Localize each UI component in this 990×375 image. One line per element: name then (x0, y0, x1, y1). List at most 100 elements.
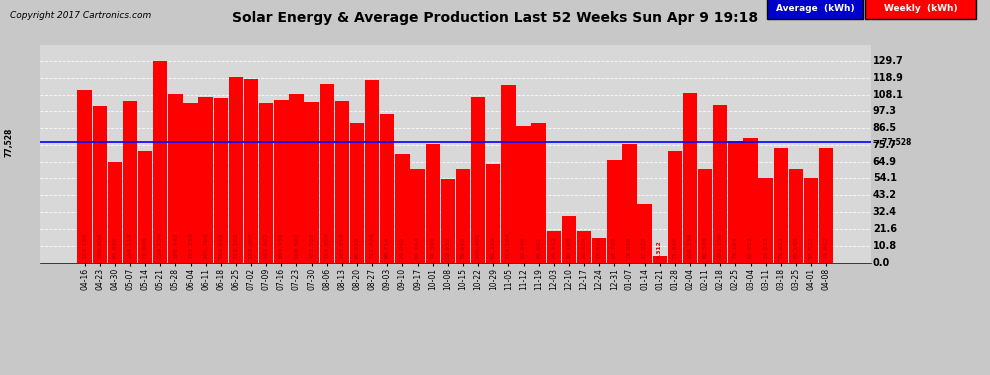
Text: 76.394: 76.394 (431, 236, 436, 259)
Text: 129.734: 129.734 (157, 232, 162, 259)
Bar (501, 85, 516, 262)
Text: 4.312: 4.312 (657, 240, 662, 259)
Text: 89.902: 89.902 (537, 236, 542, 259)
Text: 114.184: 114.184 (506, 232, 511, 259)
Bar (274, 100, 288, 262)
Text: 73.652: 73.652 (824, 236, 829, 259)
Text: 80.452: 80.452 (748, 236, 753, 259)
Text: Weekly  (kWh): Weekly (kWh) (883, 4, 957, 13)
Bar (743, 138, 757, 262)
Text: 108.502: 108.502 (294, 232, 299, 259)
Text: 101.150: 101.150 (718, 232, 723, 259)
Text: 118.098: 118.098 (248, 232, 253, 259)
Bar (729, 141, 742, 262)
Text: 106.402: 106.402 (475, 232, 480, 259)
Text: 20.502: 20.502 (551, 236, 556, 259)
Text: 65.708: 65.708 (612, 236, 617, 259)
Text: 60.168: 60.168 (793, 236, 799, 259)
Bar (153, 61, 167, 262)
Bar (804, 178, 819, 262)
Text: 15.610: 15.610 (597, 236, 602, 259)
Text: Copyright 2017 Cartronics.com: Copyright 2017 Cartronics.com (10, 11, 151, 20)
Bar (577, 231, 591, 262)
Bar (411, 169, 425, 262)
Text: 118.9: 118.9 (873, 73, 904, 83)
Text: 104.456: 104.456 (279, 232, 284, 259)
Bar (77, 90, 92, 262)
Bar (652, 256, 667, 262)
Text: 103.815: 103.815 (340, 232, 345, 259)
Text: 21.6: 21.6 (873, 224, 897, 234)
Text: 20.424: 20.424 (581, 236, 586, 259)
Bar (623, 144, 637, 262)
Text: 70.040: 70.040 (400, 236, 405, 259)
Text: 103.506: 103.506 (309, 232, 314, 259)
Bar (546, 231, 561, 262)
Bar (698, 169, 713, 262)
Text: 54.532: 54.532 (763, 236, 768, 259)
Text: 110.790: 110.790 (82, 232, 87, 259)
Text: 106.766: 106.766 (203, 232, 208, 259)
Bar (335, 101, 349, 262)
Text: 30.196: 30.196 (566, 236, 571, 259)
Text: 73.652: 73.652 (778, 236, 783, 259)
Text: 10.8: 10.8 (873, 241, 897, 251)
Text: 0.0: 0.0 (873, 258, 890, 267)
Bar (123, 101, 138, 262)
Bar (486, 164, 500, 262)
Text: 108.1: 108.1 (873, 90, 904, 99)
Text: 64.9: 64.9 (873, 157, 897, 166)
Bar (441, 178, 455, 262)
Bar (289, 94, 304, 262)
Bar (214, 98, 228, 262)
Bar (758, 178, 773, 262)
Text: 114.816: 114.816 (325, 232, 330, 259)
Bar (365, 80, 379, 262)
Text: 63.388: 63.388 (491, 236, 496, 259)
Text: 109.236: 109.236 (687, 232, 692, 259)
Text: 97.3: 97.3 (873, 106, 897, 116)
Bar (108, 162, 122, 262)
Text: 60.164: 60.164 (415, 236, 420, 259)
Text: 89.926: 89.926 (354, 236, 359, 259)
Text: 64.858: 64.858 (112, 236, 118, 259)
Bar (395, 154, 410, 262)
Bar (607, 160, 622, 262)
Text: 105.668: 105.668 (219, 232, 224, 259)
Bar (244, 79, 258, 262)
Bar (426, 144, 440, 262)
Bar (259, 103, 273, 262)
Text: 71.660: 71.660 (672, 236, 677, 259)
Text: 95.714: 95.714 (385, 236, 390, 259)
Text: 71.606: 71.606 (143, 236, 148, 259)
Bar (532, 123, 545, 262)
Text: 108.442: 108.442 (173, 232, 178, 259)
Bar (773, 148, 788, 262)
Text: 37.928: 37.928 (643, 236, 647, 259)
Bar (198, 97, 213, 262)
Text: Solar Energy & Average Production Last 52 Weeks Sun Apr 9 19:18: Solar Energy & Average Production Last 5… (232, 11, 758, 25)
Text: 59.980: 59.980 (460, 236, 465, 259)
Text: 54.1: 54.1 (873, 174, 897, 183)
Text: 78.164: 78.164 (733, 236, 738, 259)
Bar (455, 170, 470, 262)
Text: 86.5: 86.5 (873, 123, 897, 133)
Bar (713, 105, 728, 262)
Bar (819, 148, 834, 262)
Text: 102.902: 102.902 (263, 232, 268, 259)
Text: 102.358: 102.358 (188, 232, 193, 259)
Text: 53.952: 53.952 (446, 236, 450, 259)
Bar (349, 123, 364, 262)
Text: 75.7: 75.7 (873, 140, 897, 150)
Text: 129.7: 129.7 (873, 56, 904, 66)
Text: Average  (kWh): Average (kWh) (776, 4, 854, 13)
Text: 43.2: 43.2 (873, 190, 897, 200)
Text: 32.4: 32.4 (873, 207, 897, 217)
Bar (683, 93, 697, 262)
Bar (168, 94, 182, 262)
Text: → 77,528: → 77,528 (873, 138, 912, 147)
Bar (471, 97, 485, 262)
Text: 119.102: 119.102 (234, 232, 239, 259)
Bar (638, 204, 651, 262)
Text: 54.532: 54.532 (809, 236, 814, 259)
